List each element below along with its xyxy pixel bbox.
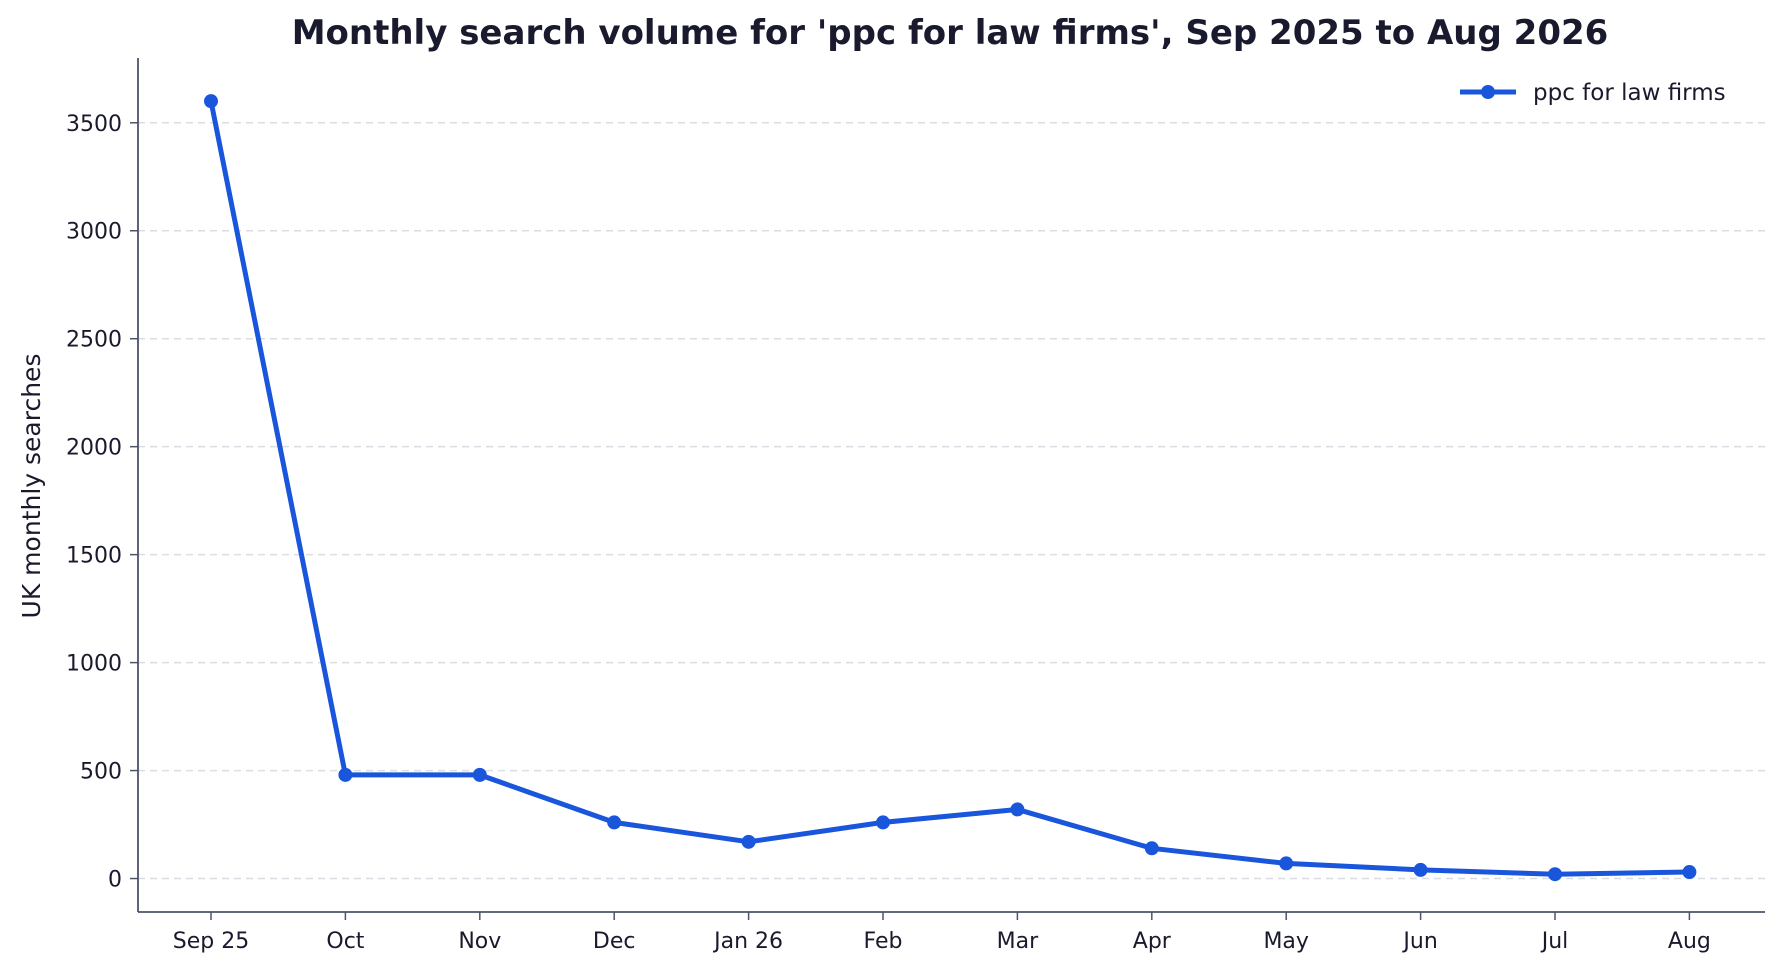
y-axis-label: UK monthly searches — [17, 354, 46, 619]
data-point — [1682, 865, 1697, 880]
series-line — [208, 98, 1692, 877]
data-point — [607, 815, 622, 830]
data-point — [1279, 856, 1294, 871]
data-point — [1413, 862, 1428, 877]
y-tick-label: 1000 — [66, 652, 122, 677]
tick-labels: 0 500 1000 1500 2000 2500 3000 3500 Sep 25 Oct Nov… — [66, 112, 1711, 954]
data-point — [204, 94, 218, 109]
x-tick-label: Feb — [864, 929, 903, 954]
x-tick-label: Oct — [326, 929, 364, 954]
y-tick-label: 2000 — [66, 436, 122, 461]
y-tick-label: 0 — [108, 868, 122, 893]
legend: ppc for law firms — [1460, 80, 1726, 106]
data-point — [1548, 867, 1562, 882]
x-tick-label: May — [1263, 929, 1308, 954]
x-tick-label: Mar — [997, 929, 1039, 954]
data-point — [1010, 802, 1025, 817]
x-tick-label: Jan 26 — [712, 929, 783, 954]
data-point — [472, 767, 487, 782]
chart-title: Monthly search volume for 'ppc for law f… — [292, 13, 1609, 53]
series-layer — [204, 94, 1697, 882]
y-tick-label: 2500 — [66, 328, 122, 353]
legend-label: ppc for law firms — [1533, 80, 1726, 106]
y-tick-label: 3500 — [66, 112, 122, 137]
data-point — [338, 767, 353, 782]
x-tick-label: Apr — [1133, 929, 1172, 954]
data-point — [1144, 841, 1159, 856]
x-tick-label: Sep 25 — [173, 929, 249, 954]
y-tick-label: 3000 — [66, 220, 122, 245]
legend-marker — [1481, 85, 1495, 99]
axes — [130, 58, 1765, 920]
x-tick-label: Aug — [1668, 929, 1711, 954]
x-tick-label: Jul — [1540, 929, 1569, 954]
data-point — [741, 834, 756, 849]
y-tick-label: 1500 — [66, 544, 122, 569]
x-tick-label: Jun — [1401, 929, 1437, 954]
x-tick-label: Dec — [593, 929, 636, 954]
gridlines — [138, 122, 1765, 880]
y-tick-label: 500 — [80, 760, 122, 785]
x-tick-label: Nov — [458, 929, 501, 954]
data-point — [876, 815, 890, 830]
